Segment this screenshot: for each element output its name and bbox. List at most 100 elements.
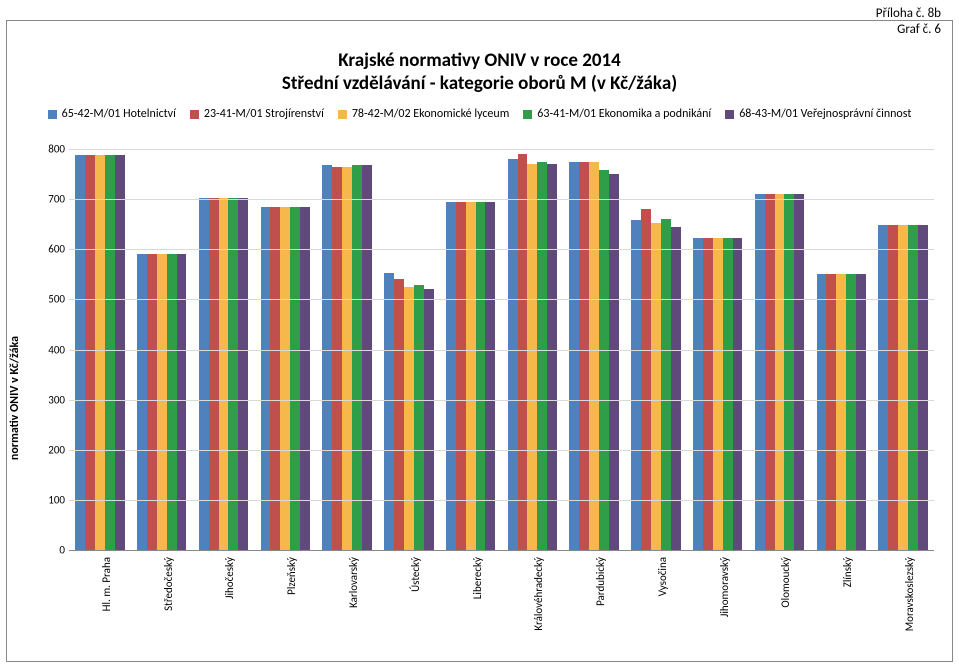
x-label-slot: Moravskoslezský	[872, 551, 934, 647]
bar	[342, 167, 352, 550]
x-tick-label: Středočeský	[162, 557, 175, 611]
x-label-slot: Jihomoravský	[687, 551, 749, 647]
y-axis-label: normativ ONIV v Kč/žáka	[8, 336, 22, 460]
bar	[547, 164, 557, 550]
bar	[424, 289, 434, 550]
y-tick-label: 600	[35, 243, 65, 256]
bar	[280, 207, 290, 550]
bar	[199, 198, 209, 550]
x-tick-label: Zlínský	[841, 557, 854, 587]
bar	[362, 165, 372, 550]
bar	[95, 155, 105, 550]
bar	[219, 198, 229, 550]
x-tick-label: Jihomoravský	[718, 557, 731, 617]
y-tick-label: 200	[35, 443, 65, 456]
bar	[908, 225, 918, 550]
plot-area: 0100200300400500600700800	[69, 149, 934, 551]
x-label-slot: Vysočina	[625, 551, 687, 647]
bar	[794, 194, 804, 550]
legend-label: 78-42-M/02 Ekonomické lyceum	[352, 107, 509, 121]
legend-swatch	[725, 110, 734, 119]
legend-label: 68-43-M/01 Veřejnosprávní činnost	[739, 107, 911, 121]
gridline	[69, 149, 934, 150]
bar	[332, 167, 342, 550]
bar	[733, 238, 743, 550]
bar	[270, 207, 280, 550]
x-tick-label: Olomoucký	[779, 557, 792, 608]
bar	[713, 238, 723, 550]
gridline	[69, 199, 934, 200]
y-tick-label: 100	[35, 493, 65, 506]
bar	[599, 170, 609, 550]
bar	[765, 194, 775, 550]
x-label-slot: Jihočeský	[193, 551, 255, 647]
bar	[755, 194, 765, 550]
bar	[918, 225, 928, 550]
gridline	[69, 299, 934, 300]
x-label-slot: Olomoucký	[749, 551, 811, 647]
y-tick-label: 800	[35, 143, 65, 156]
bar	[485, 202, 495, 550]
x-tick-label: Hl. m. Praha	[100, 557, 113, 611]
legend-label: 63-41-M/01 Ekonomika a podnikání	[537, 107, 711, 121]
y-tick-label: 700	[35, 193, 65, 206]
x-axis-labels: Hl. m. PrahaStředočeskýJihočeskýPlzeňský…	[69, 551, 934, 647]
bar	[394, 279, 404, 550]
bar	[508, 159, 518, 550]
bar	[898, 225, 908, 550]
x-label-slot: Ústecký	[378, 551, 440, 647]
bar	[300, 207, 310, 550]
bar	[115, 155, 125, 550]
bar	[856, 274, 866, 550]
x-tick-label: Liberecký	[471, 557, 484, 599]
bar	[846, 274, 856, 550]
chart-frame: Krajské normativy ONIV v roce 2014 Střed…	[6, 20, 953, 662]
bar	[228, 198, 238, 550]
legend-swatch	[338, 110, 347, 119]
gridline	[69, 500, 934, 501]
bar	[466, 202, 476, 550]
bar	[352, 165, 362, 550]
chart-legend: 65-42-M/01 Hotelnictví23-41-M/01 Strojír…	[7, 107, 952, 121]
bar	[609, 174, 619, 550]
x-tick-label: Moravskoslezský	[903, 557, 916, 631]
legend-swatch	[523, 110, 532, 119]
legend-item: 78-42-M/02 Ekonomické lyceum	[338, 107, 509, 121]
x-label-slot: Karlovarský	[316, 551, 378, 647]
bar	[589, 162, 599, 550]
bar	[826, 274, 836, 550]
bar	[693, 238, 703, 550]
legend-item: 68-43-M/01 Veřejnosprávní činnost	[725, 107, 911, 121]
bar	[641, 209, 651, 550]
bar	[209, 198, 219, 550]
bar	[456, 202, 466, 550]
y-tick-label: 300	[35, 393, 65, 406]
x-label-slot: Hl. m. Praha	[69, 551, 131, 647]
bar	[85, 155, 95, 550]
bar	[703, 238, 713, 550]
bar	[579, 162, 589, 550]
x-tick-label: Královéhradecký	[532, 557, 545, 631]
bar	[238, 198, 248, 550]
x-label-slot: Pardubický	[563, 551, 625, 647]
bar	[105, 155, 115, 550]
bar	[878, 225, 888, 550]
bar	[290, 207, 300, 550]
gridline	[69, 350, 934, 351]
bar	[888, 225, 898, 550]
bar	[75, 155, 85, 550]
chart-area: normativ ONIV v Kč/žáka 0100200300400500…	[21, 149, 938, 647]
x-label-slot: Zlínský	[810, 551, 872, 647]
y-tick-label: 500	[35, 293, 65, 306]
chart-title-line2: Střední vzdělávání - kategorie oborů M (…	[7, 72, 952, 95]
bar	[404, 287, 414, 550]
x-tick-label: Vysočina	[656, 557, 669, 596]
x-tick-label: Pardubický	[594, 557, 607, 606]
bar	[446, 202, 456, 550]
bar	[569, 162, 579, 550]
bar	[671, 227, 681, 550]
x-label-slot: Středočeský	[131, 551, 193, 647]
gridline	[69, 450, 934, 451]
bar	[527, 164, 537, 550]
x-tick-label: Ústecký	[409, 557, 422, 592]
